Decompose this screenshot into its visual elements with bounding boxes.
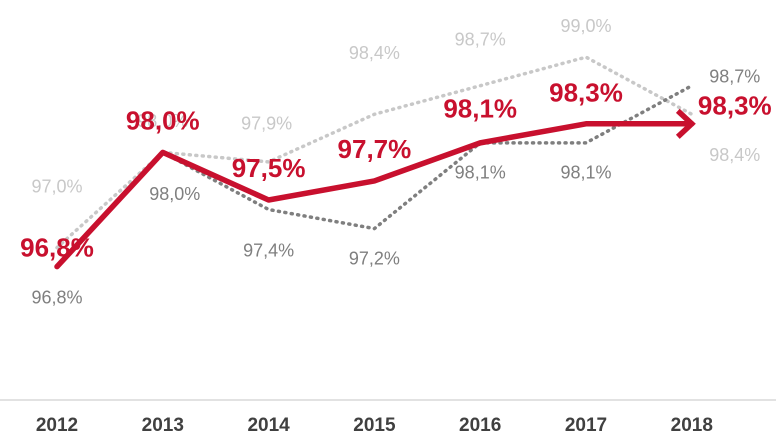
data-label: 98,4% [709,145,760,165]
x-tick-label: 2013 [142,415,184,436]
data-label: 98,0% [126,105,200,135]
data-label: 98,3% [698,91,772,121]
data-label: 97,4% [243,240,294,260]
data-label: 96,8% [20,233,94,263]
data-label: 97,5% [232,153,306,183]
data-label: 97,7% [338,134,412,164]
data-label: 96,8% [31,287,82,307]
x-tick-label: 2014 [247,415,290,436]
x-tick-label: 2015 [353,415,396,436]
data-label: 98,7% [709,66,760,86]
main-line [54,121,695,270]
data-label: 99,0% [560,16,611,36]
x-tick-label: 2017 [565,415,607,436]
data-label: 98,3% [549,78,623,108]
data-label: 98,1% [443,94,517,124]
x-tick-label: 2018 [671,415,713,436]
arrowhead [675,108,696,139]
data-label: 97,0% [31,176,82,196]
data-label: 98,0% [137,111,188,131]
data-label: 98,0% [149,184,200,204]
x-tick-label: 2012 [36,415,78,436]
data-label: 98,1% [455,163,506,183]
data-label: 97,2% [349,248,400,268]
data-label: 98,7% [455,29,506,49]
data-label: 98,4% [349,43,400,63]
data-label: 97,9% [241,114,292,134]
data-label: 98,1% [560,163,611,183]
x-tick-label: 2016 [459,415,501,436]
